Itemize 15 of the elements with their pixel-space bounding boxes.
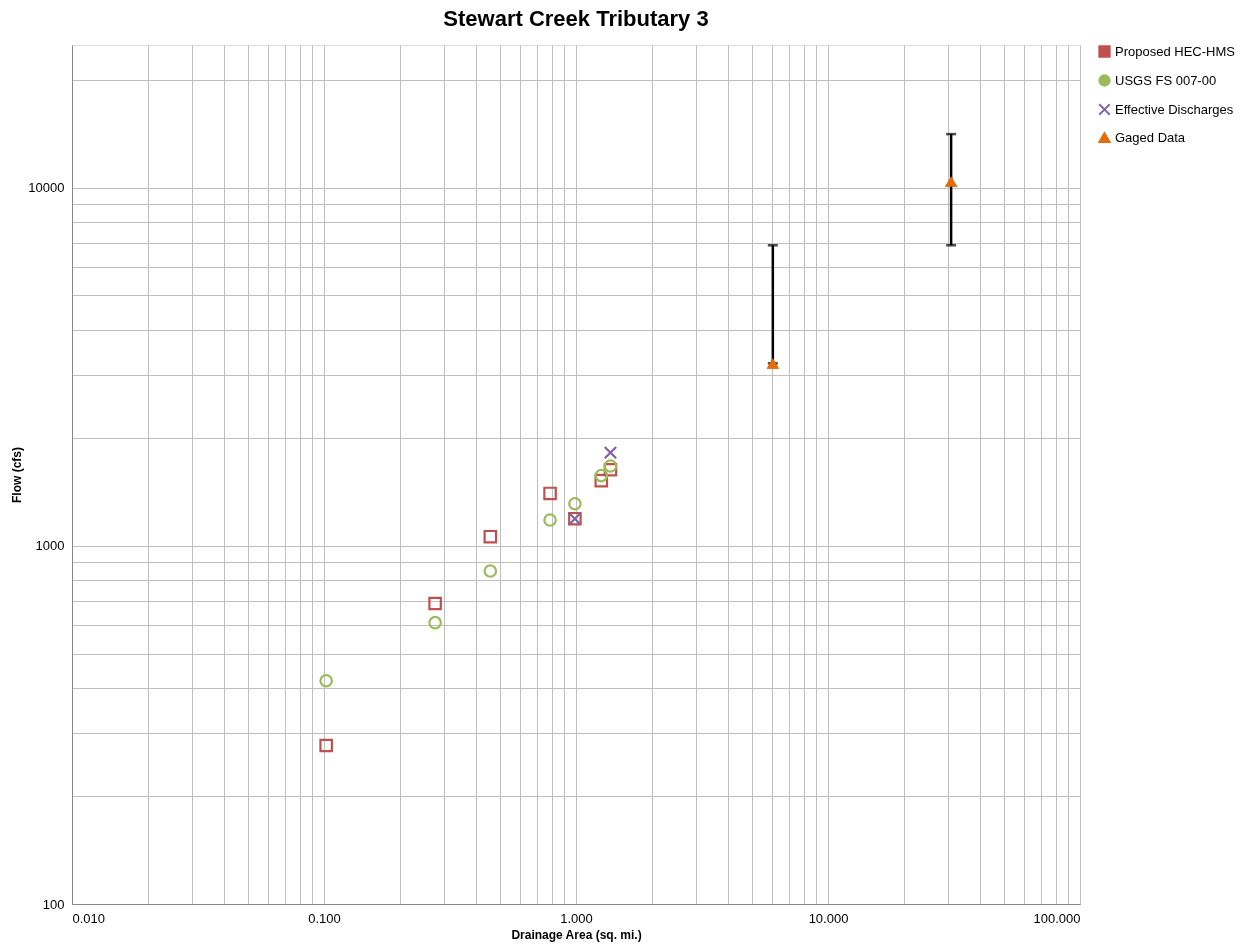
x-tick-label: 0.100: [308, 910, 341, 926]
y-tick-label: 10000: [28, 180, 65, 196]
chart-title: Stewart Creek Tributary 3: [443, 6, 709, 31]
legend-label: Effective Discharges: [1115, 101, 1234, 117]
legend-label: USGS FS 007-00: [1115, 72, 1217, 88]
y-tick-label: 1000: [35, 538, 65, 554]
y-axis-title: Flow (cfs): [10, 447, 25, 503]
x-tick-label: 10.000: [808, 910, 849, 926]
x-tick-label: 1.000: [560, 910, 593, 926]
x-tick-label: 0.010: [72, 910, 106, 926]
x-tick-label: 100.000: [1033, 910, 1081, 926]
legend-label: Proposed HEC-HMS: [1115, 43, 1236, 59]
legend-label: Gaged Data: [1115, 129, 1186, 145]
y-tick-label: 100: [42, 896, 65, 912]
x-axis-title: Drainage Area (sq. mi.): [511, 927, 642, 942]
